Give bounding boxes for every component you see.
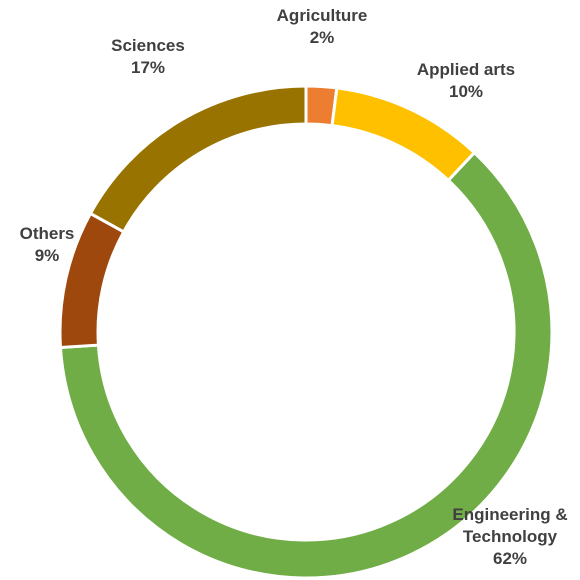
slice-label-line: Agriculture: [277, 6, 368, 25]
slice-label-line: Applied arts: [417, 60, 515, 79]
slice-label-line: 62%: [493, 549, 527, 568]
slice-label-line: 9%: [35, 246, 60, 265]
slice-label-sciences: Sciences 17%: [111, 36, 185, 77]
slice-label-line: Engineering &: [452, 505, 567, 524]
slice-label-line: Others: [20, 224, 75, 243]
slice-label-line: 10%: [449, 82, 483, 101]
slice-label-engineering-technology: Engineering & Technology 62%: [452, 505, 567, 568]
slice-label-line: 2%: [310, 28, 335, 47]
slice-label-others: Others 9%: [20, 224, 75, 265]
slice-label-agriculture: Agriculture 2%: [277, 6, 368, 47]
slice-label-applied-arts: Applied arts 10%: [417, 60, 515, 101]
slice-sciences: [88, 84, 308, 234]
slice-engineering-technology: [58, 150, 554, 580]
slice-applied-arts: [330, 86, 477, 183]
slice-label-line: Sciences: [111, 36, 185, 55]
donut-slices: [58, 84, 554, 580]
slice-label-line: Technology: [463, 527, 558, 546]
slice-labels: Agriculture 2% Applied arts 10% Engineering …: [20, 6, 568, 568]
slice-label-line: 17%: [131, 58, 165, 77]
